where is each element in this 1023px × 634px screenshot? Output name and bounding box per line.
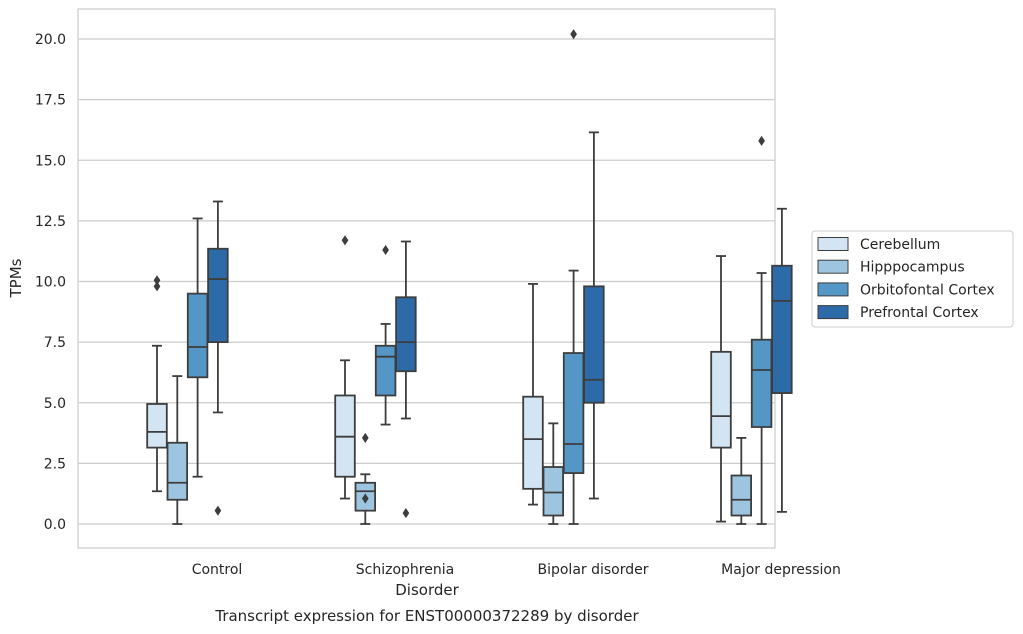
legend-frame xyxy=(811,230,1014,328)
y-tick-label: 10.0 xyxy=(35,275,66,291)
box-orbitofontal-cortex xyxy=(750,135,773,525)
legend-label: Prefrontal Cortex xyxy=(860,305,979,321)
box-cerebellum xyxy=(334,235,356,500)
y-tick-label: 7.5 xyxy=(44,335,66,351)
outlier-point xyxy=(402,508,410,519)
box-iqr xyxy=(771,264,793,394)
box-iqr xyxy=(583,285,605,404)
outlier-point xyxy=(361,493,369,504)
box-iqr xyxy=(750,338,773,428)
box-prefrontal-cortex xyxy=(207,200,229,516)
x-tick-label: Major depression xyxy=(721,562,841,578)
x-tick-labels: Control Schizophrenia Bipolar disorder Majo… xyxy=(192,562,841,578)
box-prefrontal-cortex xyxy=(395,240,417,519)
legend-swatch xyxy=(817,259,849,274)
box-cerebellum xyxy=(146,275,168,493)
y-tick-label: 0.0 xyxy=(44,517,66,533)
legend-label: Hipppocampus xyxy=(860,260,965,276)
box-series xyxy=(146,29,793,525)
y-tick-label: 17.5 xyxy=(35,93,66,109)
box-orbitofontal-cortex xyxy=(374,244,397,426)
outlier-point xyxy=(361,432,369,443)
box-orbitofontal-cortex xyxy=(562,29,585,525)
y-tick-labels: 0.0 2.5 5.0 7.5 10.0 12.5 15.0 17.5 20.0 xyxy=(35,32,66,533)
x-tick-label: Control xyxy=(192,562,243,578)
y-tick-label: 12.5 xyxy=(35,214,66,230)
box-prefrontal-cortex xyxy=(771,207,793,513)
outlier-point xyxy=(153,275,161,286)
legend: Cerebellum Hipppocampus Orbitofontal Corte… xyxy=(811,230,1014,328)
box-prefrontal-cortex xyxy=(583,131,605,500)
box-iqr xyxy=(374,344,397,397)
box-iqr xyxy=(146,403,168,449)
box-hipppocampus xyxy=(354,432,377,525)
y-tick-label: 15.0 xyxy=(35,153,66,169)
box-iqr xyxy=(522,395,544,490)
box-cerebellum xyxy=(522,283,544,506)
chart-caption: Transcript expression for ENST0000037228… xyxy=(214,607,639,625)
legend-swatch xyxy=(817,305,849,320)
box-hipppocampus xyxy=(166,375,189,525)
legend-label: Orbitofontal Cortex xyxy=(860,282,995,298)
box-iqr xyxy=(710,350,732,449)
outlier-point xyxy=(382,244,389,256)
outlier-point xyxy=(570,29,577,40)
legend-swatch xyxy=(817,282,849,297)
box-iqr xyxy=(562,352,585,474)
box-iqr xyxy=(542,466,565,517)
x-tick-label: Bipolar disorder xyxy=(537,562,648,578)
outlier-point xyxy=(341,235,349,246)
outlier-point xyxy=(758,135,765,146)
box-hipppocampus xyxy=(542,422,565,525)
outlier-point xyxy=(214,505,222,516)
x-tick-label: Schizophrenia xyxy=(356,562,454,578)
x-axis-label: Disorder xyxy=(395,581,459,599)
outlier-point xyxy=(153,281,161,292)
box-hipppocampus xyxy=(730,437,753,525)
box-orbitofontal-cortex xyxy=(186,217,209,478)
y-tick-label: 5.0 xyxy=(44,396,66,412)
legend-swatch xyxy=(817,237,849,251)
y-tick-label: 20.0 xyxy=(35,32,66,48)
box-iqr xyxy=(186,292,209,379)
box-iqr xyxy=(730,474,753,517)
y-tick-label: 2.5 xyxy=(44,456,66,472)
box-iqr xyxy=(395,296,417,373)
y-axis-label: TPMs xyxy=(7,258,25,298)
box-cerebellum xyxy=(710,255,732,523)
box-iqr xyxy=(166,441,189,501)
legend-label: Cerebellum xyxy=(860,237,940,253)
box-iqr xyxy=(207,247,229,344)
